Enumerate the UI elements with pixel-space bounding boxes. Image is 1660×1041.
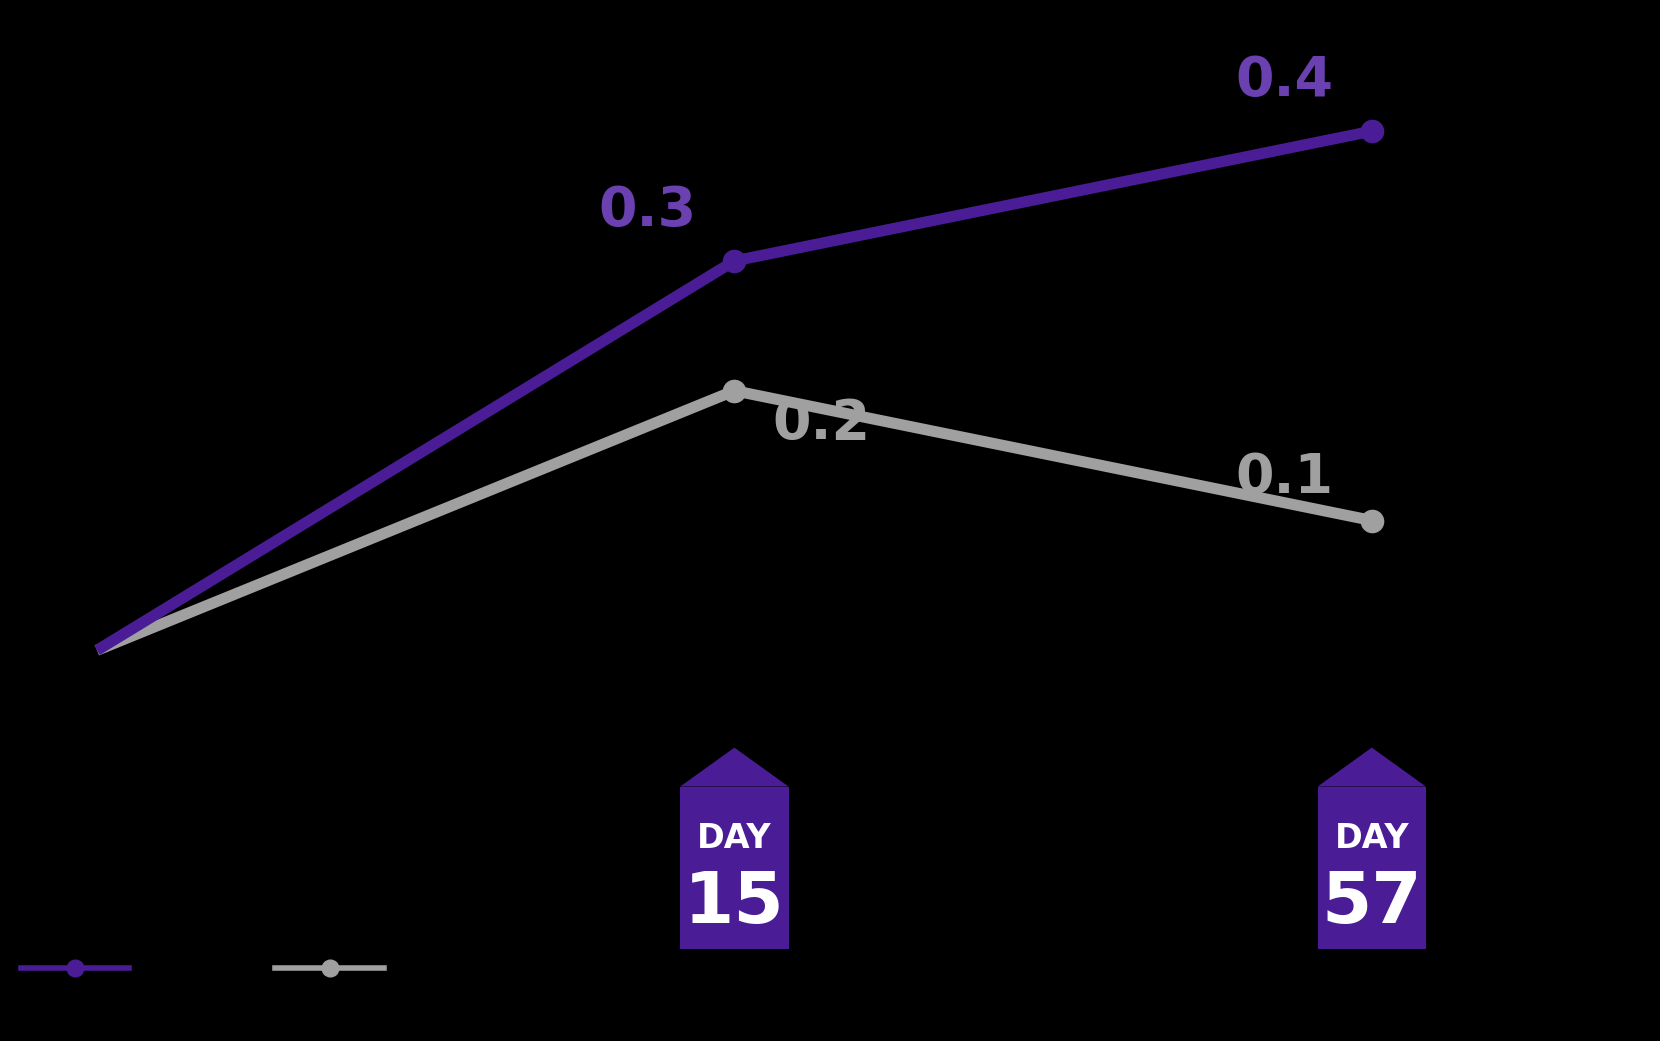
Polygon shape bbox=[681, 747, 788, 787]
Text: 0.3: 0.3 bbox=[598, 183, 696, 237]
FancyBboxPatch shape bbox=[681, 787, 788, 948]
Text: 0.4: 0.4 bbox=[1235, 54, 1333, 108]
Text: 0.1: 0.1 bbox=[1235, 451, 1333, 505]
Text: DAY: DAY bbox=[697, 822, 772, 855]
Polygon shape bbox=[1318, 747, 1426, 787]
Text: DAY: DAY bbox=[1335, 822, 1409, 855]
FancyBboxPatch shape bbox=[1318, 787, 1426, 948]
Text: 15: 15 bbox=[684, 869, 785, 938]
Text: 0.2: 0.2 bbox=[772, 398, 872, 451]
Text: 57: 57 bbox=[1321, 869, 1423, 938]
